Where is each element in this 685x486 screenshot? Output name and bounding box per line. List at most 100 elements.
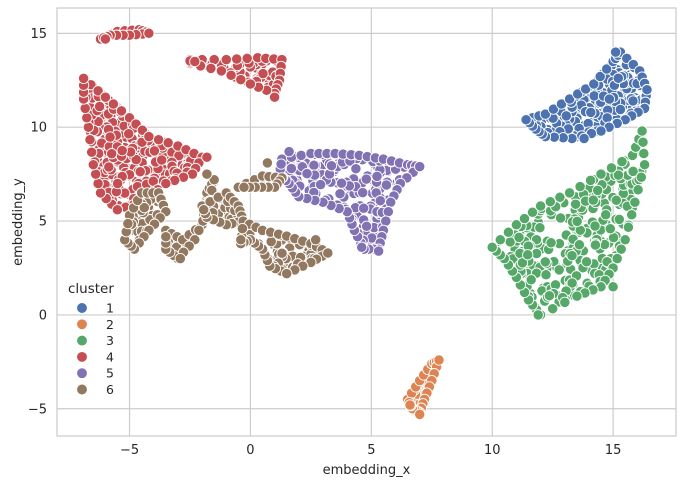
data-point <box>601 63 613 75</box>
legend-label-6: 6 <box>106 382 114 397</box>
x-tick-label: 15 <box>605 443 622 458</box>
data-point <box>235 234 247 246</box>
data-point <box>77 72 90 85</box>
data-point <box>261 157 274 169</box>
data-point <box>380 215 392 227</box>
data-point <box>205 62 217 75</box>
data-point <box>540 269 552 281</box>
data-point <box>92 85 104 97</box>
data-point <box>569 198 582 210</box>
data-point <box>322 247 334 259</box>
data-point <box>612 72 624 84</box>
data-point <box>638 147 650 160</box>
data-point <box>235 73 247 86</box>
data-point <box>414 160 426 173</box>
data-point <box>589 220 601 232</box>
data-point <box>231 53 243 65</box>
data-point <box>314 178 327 191</box>
y-axis-ticks: −5 0 5 10 15 <box>28 27 47 417</box>
data-point <box>589 239 602 251</box>
data-point <box>295 149 307 162</box>
data-point <box>520 114 532 126</box>
data-point <box>257 67 269 80</box>
data-point <box>143 130 155 143</box>
data-point <box>358 202 370 214</box>
data-point <box>573 239 586 251</box>
data-point <box>193 224 205 237</box>
data-point <box>494 234 506 246</box>
data-point <box>539 108 552 120</box>
data-point <box>619 234 631 246</box>
series-4 <box>77 23 288 216</box>
legend-marker-3 <box>76 334 88 347</box>
y-axis-label: embedding_y <box>11 178 26 266</box>
data-point <box>220 53 232 66</box>
data-point <box>374 195 386 207</box>
data-point <box>502 226 515 238</box>
data-point <box>616 155 628 168</box>
data-point <box>94 187 107 199</box>
plot-frame <box>56 7 677 437</box>
data-point <box>594 70 606 83</box>
data-point <box>595 125 607 137</box>
data-point <box>104 131 116 143</box>
data-point <box>268 91 281 103</box>
data-point <box>334 188 346 200</box>
legend-marker-4 <box>76 351 88 363</box>
data-point <box>198 204 210 216</box>
data-point <box>613 213 625 226</box>
legend-marker-2 <box>76 318 88 331</box>
data-point <box>585 106 597 119</box>
data-point <box>554 191 566 203</box>
series-3 <box>486 125 651 321</box>
data-point <box>641 84 653 96</box>
data-point <box>156 154 168 166</box>
data-point <box>580 256 593 268</box>
data-point <box>609 46 622 58</box>
x-tick-label: 10 <box>484 443 501 458</box>
data-point <box>626 209 638 221</box>
data-point <box>382 206 394 218</box>
data-point <box>580 83 592 95</box>
data-point <box>238 181 250 193</box>
data-point <box>534 222 546 234</box>
data-point <box>123 128 135 140</box>
data-point <box>612 169 625 181</box>
data-point <box>283 145 295 158</box>
data-point <box>371 170 383 183</box>
data-point <box>563 187 576 199</box>
data-point <box>433 354 445 366</box>
y-tick-label: −5 <box>28 402 47 417</box>
data-point <box>604 223 616 235</box>
data-point <box>532 309 544 321</box>
legend-marker-1 <box>76 302 88 314</box>
y-tick-label: 10 <box>30 121 47 136</box>
y-tick-label: 15 <box>30 27 47 42</box>
data-point <box>111 204 124 216</box>
data-point <box>486 241 498 253</box>
x-axis-ticks: −5 0 5 10 15 <box>120 443 621 458</box>
data-point <box>310 234 322 246</box>
data-point <box>563 93 576 105</box>
data-point <box>360 173 372 185</box>
data-point <box>560 110 572 122</box>
data-point <box>82 121 95 133</box>
data-point <box>201 151 213 163</box>
data-point <box>325 160 338 172</box>
data-point <box>285 162 298 175</box>
data-point <box>276 247 288 259</box>
data-point <box>545 237 557 249</box>
data-point <box>350 163 362 175</box>
data-point <box>189 55 201 68</box>
data-point <box>610 194 622 206</box>
data-point <box>611 252 623 265</box>
data-point <box>534 200 547 212</box>
data-point <box>627 165 639 178</box>
data-point <box>636 125 648 137</box>
data-point <box>225 69 237 81</box>
data-point <box>92 177 104 190</box>
data-point <box>607 281 619 293</box>
data-point <box>614 103 627 116</box>
data-point <box>605 162 618 174</box>
data-point <box>574 180 586 193</box>
